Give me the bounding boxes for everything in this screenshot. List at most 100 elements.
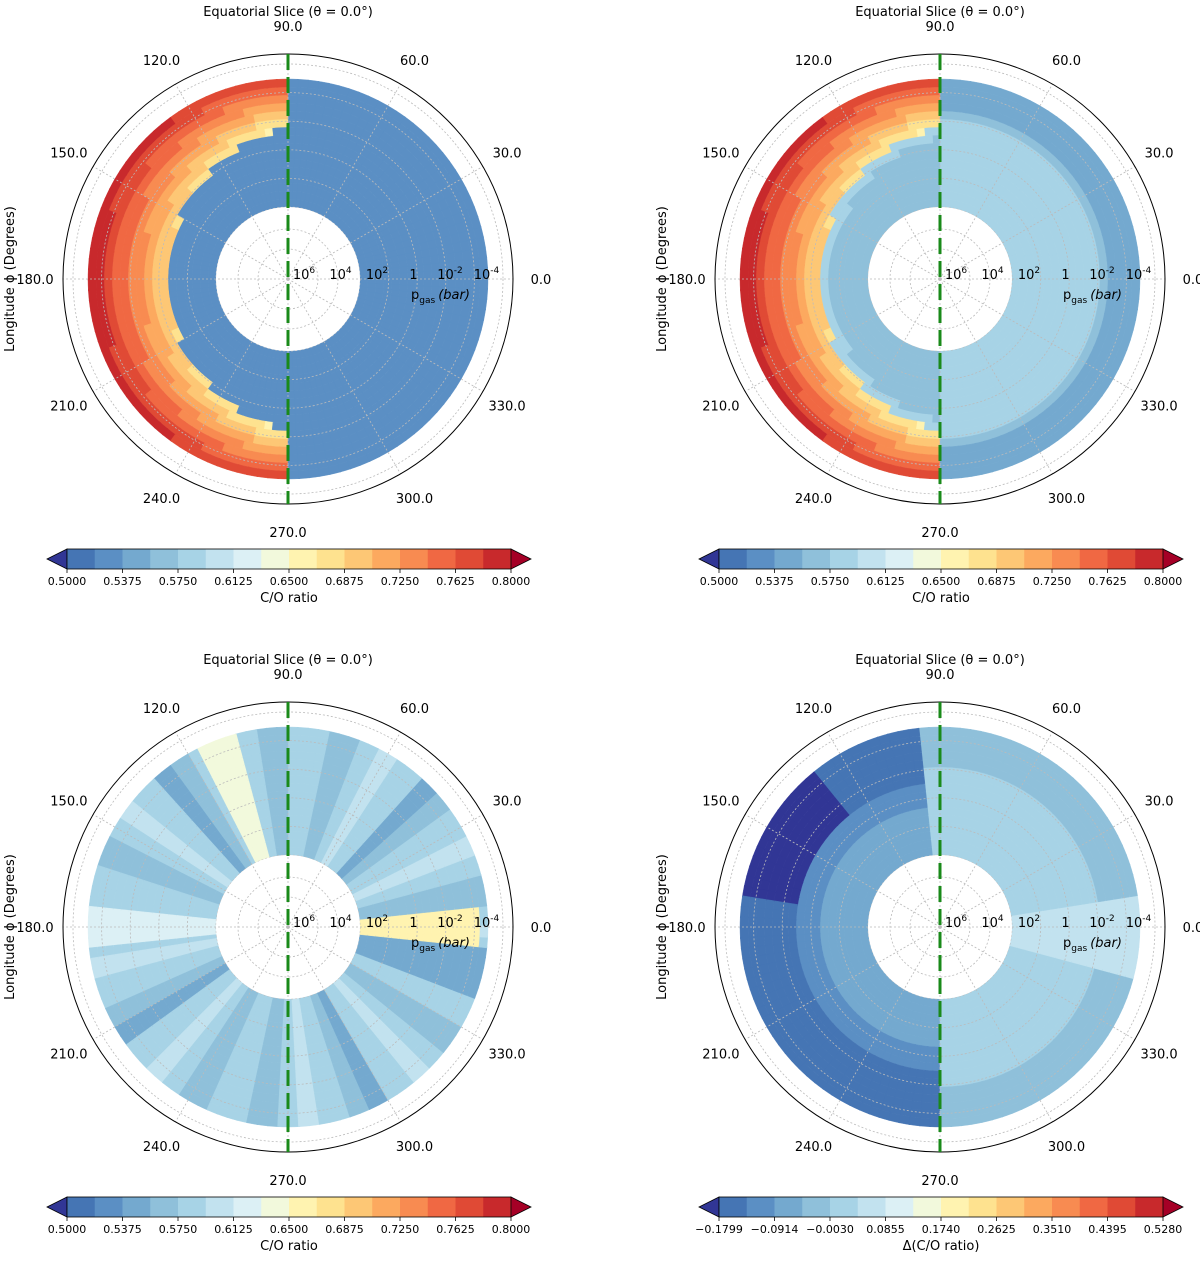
longitude-tick-label: 60.0: [1052, 54, 1081, 69]
pressure-tick-label: 1: [1061, 268, 1069, 283]
colorbar-label: C/O ratio: [260, 591, 318, 606]
colorbar-tick-label: 0.6125: [866, 575, 905, 588]
pressure-tick-label: 10-4: [1126, 266, 1152, 283]
colorbar-segment: [1080, 549, 1108, 569]
colorbar-segment: [261, 549, 289, 569]
radial-axis-sub: gas: [1071, 296, 1087, 306]
pressure-exponent: 6: [309, 266, 315, 276]
pressure-mantissa: 10: [981, 268, 998, 283]
longitude-tick-label: 0.0: [531, 273, 552, 288]
pressure-mantissa: 1: [1061, 268, 1069, 283]
colorbar-segment: [1024, 549, 1052, 569]
colorbar-segment: [372, 549, 400, 569]
colorbar-extend-low: [47, 549, 67, 569]
longitude-tick-label: 30.0: [493, 147, 522, 162]
longitude-tick-label: 90.0: [926, 20, 955, 35]
colorbar-tick-label: 0.7250: [1033, 575, 1072, 588]
colorbar-tick-label: 0.5750: [159, 575, 198, 588]
pressure-mantissa: 10: [366, 268, 383, 283]
longitude-tick-label: 60.0: [400, 54, 429, 69]
colorbar-extend-high: [511, 549, 531, 569]
colorbar-tick-label: 0.7625: [436, 575, 475, 588]
pressure-exponent: 4: [998, 266, 1004, 276]
chart-title: Equatorial Slice (θ = 0.0°): [203, 5, 373, 20]
pressure-mantissa: 10: [293, 268, 310, 283]
pressure-mantissa: 10: [1089, 268, 1106, 283]
colorbar-segment: [317, 549, 345, 569]
pressure-mantissa: 1: [409, 268, 417, 283]
pressure-exponent: 6: [961, 266, 967, 276]
radial-axis-unit: (bar): [438, 288, 470, 303]
colorbar-tick-label: 0.5375: [755, 575, 794, 588]
longitude-tick-label: 150.0: [50, 147, 87, 162]
colorbar-tick-label: 0.6875: [977, 575, 1016, 588]
radial-axis-sub: gas: [419, 296, 435, 306]
pressure-mantissa: 10: [474, 268, 491, 283]
panel-1-svg: Equatorial Slice (θ = 0.0°)Longitude ϕ (…: [652, 0, 1200, 631]
colorbar-segment: [802, 549, 830, 569]
colorbar-tick-label: 0.6500: [270, 575, 309, 588]
colorbar-extend-high: [1163, 549, 1183, 569]
panel-2-svg: Equatorial Slice (θ = 0.0°)Longitude ϕ (…: [0, 648, 600, 1279]
longitude-tick-label: 120.0: [143, 54, 180, 69]
pressure-exponent: -4: [490, 266, 499, 276]
colorbar-segment: [234, 549, 262, 569]
longitude-tick-label: 300.0: [396, 492, 433, 507]
pressure-exponent: -2: [1106, 266, 1115, 276]
pressure-tick-label: 10-4: [474, 266, 500, 283]
colorbar-tick-label: 0.8000: [1144, 575, 1183, 588]
colorbar-extend-low: [699, 549, 719, 569]
colorbar-segment: [969, 549, 997, 569]
panel-2: Equatorial Slice (θ = 0.0°)Longitude ϕ (…: [0, 648, 600, 1279]
longitude-tick-label: 0.0: [1183, 273, 1200, 288]
longitude-tick-label: 240.0: [795, 492, 832, 507]
pressure-mantissa: 10: [1018, 268, 1035, 283]
colorbar-segment: [206, 549, 234, 569]
colorbar-tick-label: 0.7250: [381, 575, 420, 588]
radial-axis-base: p: [1063, 288, 1071, 303]
colorbar-tick-label: 0.5375: [103, 575, 142, 588]
colorbar-segment: [1108, 549, 1136, 569]
longitude-tick-label: 210.0: [50, 400, 87, 415]
longitude-tick-label: 180.0: [668, 273, 705, 288]
colorbar-segment: [483, 549, 511, 569]
colorbar-tick-label: 0.8000: [492, 575, 531, 588]
colorbar-label: C/O ratio: [912, 591, 970, 606]
longitude-tick-label: 270.0: [269, 526, 306, 541]
panel-0-svg: Equatorial Slice (θ = 0.0°)Longitude ϕ (…: [0, 0, 600, 631]
radial-axis-base: p: [411, 288, 419, 303]
panel-0: Equatorial Slice (θ = 0.0°)Longitude ϕ (…: [0, 0, 600, 631]
colorbar-segment: [858, 549, 886, 569]
pressure-exponent: 4: [346, 266, 352, 276]
colorbar-segment: [150, 549, 178, 569]
longitude-tick-label: 270.0: [921, 526, 958, 541]
colorbar-tick-label: 0.5000: [700, 575, 739, 588]
longitude-tick-label: 30.0: [1145, 147, 1174, 162]
colorbar-segment: [95, 549, 123, 569]
colorbar-segment: [1052, 549, 1080, 569]
pressure-exponent: -4: [1142, 266, 1151, 276]
colorbar-segment: [456, 549, 484, 569]
longitude-tick-label: 330.0: [1140, 400, 1177, 415]
pressure-tick-label: 1: [409, 268, 417, 283]
colorbar-tick-label: 0.5000: [48, 575, 87, 588]
colorbar-segment: [400, 549, 428, 569]
longitude-tick-label: 150.0: [702, 147, 739, 162]
pressure-exponent: -2: [454, 266, 463, 276]
radial-axis-unit: (bar): [1090, 288, 1122, 303]
colorbar-segment: [775, 549, 803, 569]
colorbar-tick-label: 0.7625: [1088, 575, 1127, 588]
longitude-tick-label: 240.0: [143, 492, 180, 507]
pressure-exponent: 2: [1034, 266, 1040, 276]
pressure-mantissa: 10: [1126, 268, 1143, 283]
longitude-tick-label: 90.0: [274, 20, 303, 35]
pressure-mantissa: 10: [329, 268, 346, 283]
longitude-tick-label: 180.0: [16, 273, 53, 288]
panel-1: Equatorial Slice (θ = 0.0°)Longitude ϕ (…: [652, 0, 1200, 631]
chart-title: Equatorial Slice (θ = 0.0°): [203, 653, 373, 668]
pressure-mantissa: 10: [437, 268, 454, 283]
colorbar-segment: [289, 549, 317, 569]
pressure-exponent: 2: [382, 266, 388, 276]
colorbar-tick-label: 0.6875: [325, 575, 364, 588]
